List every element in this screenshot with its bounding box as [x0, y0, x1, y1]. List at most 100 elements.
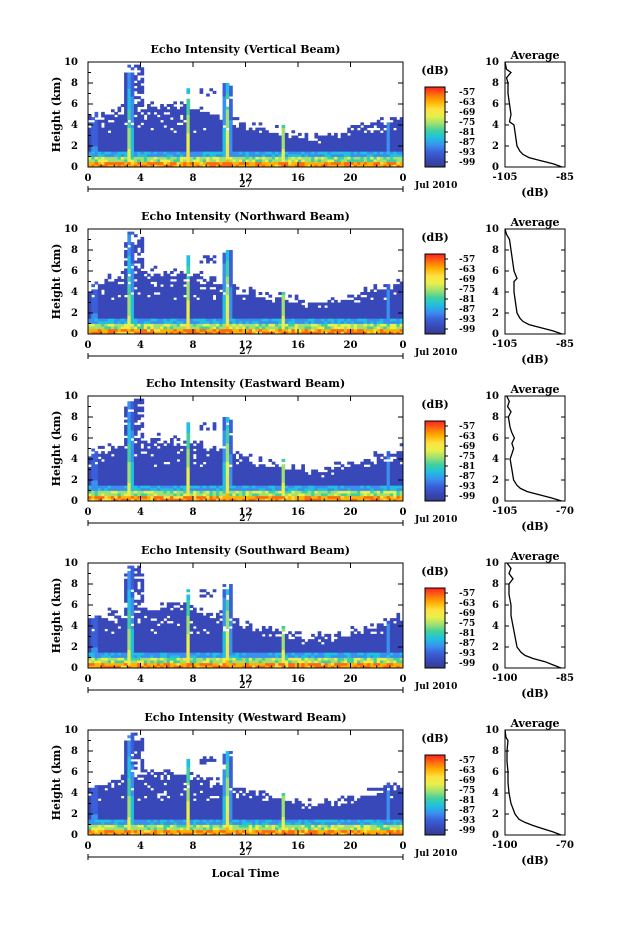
- heatmap-cell: [91, 466, 95, 470]
- heatmap-cell: [160, 456, 164, 460]
- heatmap-cell: [94, 305, 99, 309]
- heatmap-cell: [376, 310, 381, 314]
- heatmap-cell: [124, 260, 128, 264]
- heatmap-cell: [186, 101, 191, 105]
- heatmap-cell: [291, 315, 296, 319]
- heatmap-cell: [143, 323, 148, 327]
- heatmap-cell: [189, 477, 194, 481]
- heatmap-cell: [130, 469, 135, 473]
- heatmap-cell: [153, 153, 158, 157]
- heatmap-cell: [189, 297, 194, 301]
- heatmap-cell: [307, 159, 312, 163]
- heatmap-cell: [225, 453, 230, 457]
- heatmap-cell: [255, 498, 260, 502]
- heatmap-cell: [255, 164, 260, 168]
- heatmap-cell: [386, 146, 391, 150]
- heatmap-cell: [94, 490, 99, 494]
- heatmap-cell: [183, 276, 187, 280]
- heatmap-cell: [130, 88, 135, 92]
- heatmap-cell: [170, 297, 174, 301]
- heatmap-cell: [140, 164, 145, 168]
- heatmap-cell: [189, 453, 194, 457]
- heatmap-cell: [183, 472, 187, 476]
- heatmap-cell: [229, 318, 233, 322]
- heatmap-cell: [357, 143, 361, 147]
- heatmap-cell: [133, 318, 138, 322]
- heatmap-cell: [229, 143, 233, 147]
- heatmap-cell: [173, 289, 177, 293]
- heatmap-cell: [110, 164, 115, 168]
- heatmap-cell: [202, 119, 207, 123]
- heatmap-cell: [130, 297, 135, 301]
- heatmap-cell: [127, 161, 132, 165]
- heatmap-cell: [176, 464, 181, 468]
- heatmap-cell: [170, 464, 174, 468]
- heatmap-cell: [147, 122, 151, 126]
- heatmap-cell: [353, 320, 358, 324]
- heatmap-cell: [317, 302, 322, 306]
- heatmap-cell: [288, 151, 292, 155]
- heatmap-cell: [396, 307, 401, 311]
- heatmap-cell: [114, 294, 118, 298]
- heatmap-cell: [383, 294, 387, 298]
- heatmap-cell: [301, 315, 305, 319]
- heatmap-cell: [380, 156, 384, 160]
- heatmap-cell: [163, 292, 168, 296]
- heatmap-cell: [248, 313, 253, 317]
- heatmap-cell: [179, 297, 184, 301]
- heatmap-cell: [212, 487, 217, 491]
- heatmap-cell: [225, 464, 230, 468]
- heatmap-cell: [360, 159, 365, 163]
- heatmap-cell: [248, 286, 253, 290]
- heatmap-cell: [124, 459, 128, 463]
- heatmap-cell: [179, 276, 184, 280]
- heatmap-cell: [275, 307, 279, 311]
- heatmap-cell: [117, 135, 122, 139]
- heatmap-cell: [199, 151, 204, 155]
- heatmap-cell: [275, 305, 279, 309]
- heatmap-cell: [261, 487, 266, 491]
- heatmap-cell: [124, 114, 128, 118]
- heatmap-cell: [101, 480, 105, 484]
- heatmap-cell: [235, 320, 240, 324]
- heatmap-cell: [268, 310, 273, 314]
- heatmap-cell: [179, 127, 184, 131]
- heatmap-cell: [265, 466, 269, 470]
- heatmap-cell: [196, 456, 200, 460]
- heatmap-cell: [291, 323, 296, 327]
- heatmap-cell: [199, 88, 204, 92]
- heatmap-cell: [186, 424, 191, 428]
- heatmap-cell: [130, 252, 135, 256]
- heatmap-cell: [133, 289, 138, 293]
- heatmap-cell: [225, 485, 230, 489]
- heatmap-cell: [127, 427, 132, 431]
- heatmap-cell: [104, 132, 109, 136]
- heatmap-cell: [189, 480, 194, 484]
- heatmap-cell: [110, 122, 115, 126]
- heatmap-cell: [186, 315, 191, 319]
- heatmap-cell: [127, 85, 132, 89]
- heatmap-cell: [150, 276, 155, 280]
- heatmap-cell: [94, 114, 99, 118]
- heatmap-cell: [278, 138, 282, 142]
- heatmap-cell: [183, 461, 187, 465]
- heatmap-cell: [101, 146, 105, 150]
- heatmap-cell: [147, 104, 151, 108]
- heatmap-cell: [225, 451, 230, 455]
- heatmap-cell: [399, 143, 404, 147]
- heatmap-cell: [222, 281, 227, 285]
- heatmap-cell: [376, 143, 381, 147]
- heatmap-cell: [114, 328, 118, 332]
- heatmap-cell: [186, 307, 191, 311]
- heatmap-cell: [212, 485, 217, 489]
- heatmap-cell: [232, 151, 237, 155]
- heatmap-cell: [350, 140, 355, 144]
- heatmap-cell: [291, 307, 296, 311]
- heatmap-cell: [271, 305, 276, 309]
- heatmap-cell: [209, 297, 214, 301]
- heatmap-cell: [291, 148, 296, 152]
- heatmap-cell: [265, 164, 269, 168]
- heatmap-cell: [127, 495, 132, 499]
- heatmap-cell: [281, 148, 286, 152]
- colorbar-tick-label: -87: [459, 138, 475, 148]
